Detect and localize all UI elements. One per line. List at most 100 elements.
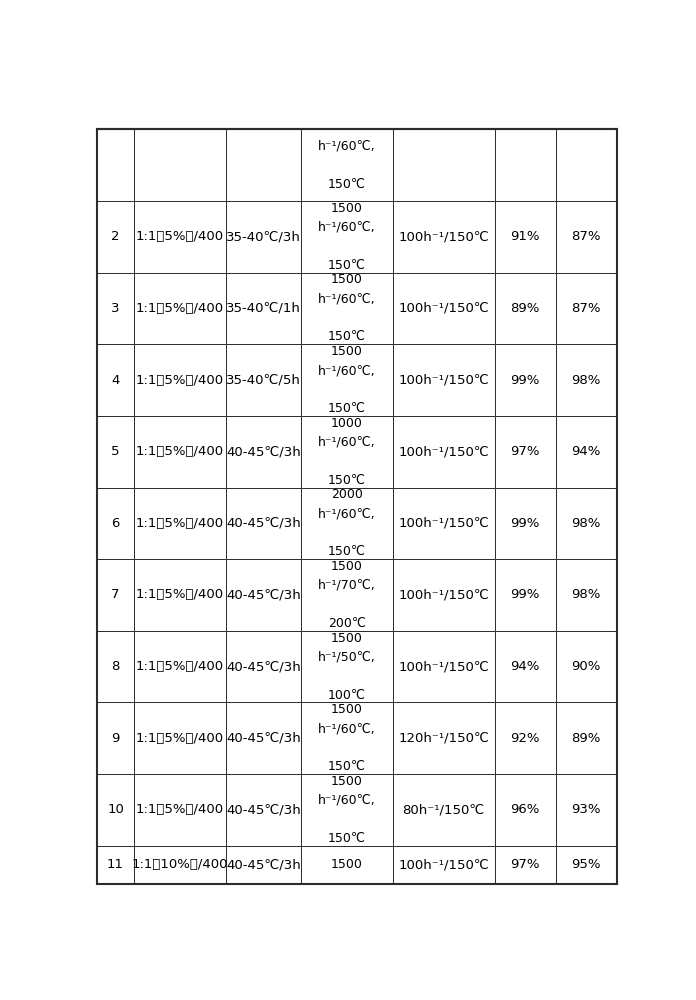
Bar (555, 273, 617, 344)
Text: 89%: 89% (571, 732, 601, 745)
Text: 100h⁻¹/150℃: 100h⁻¹/150℃ (398, 588, 489, 601)
Bar (301, 201, 393, 273)
Bar (97, 488, 134, 559)
Bar (97, 201, 134, 273)
Text: 100h⁻¹/150℃: 100h⁻¹/150℃ (398, 858, 489, 871)
Text: 2: 2 (111, 230, 120, 243)
Text: 100h⁻¹/150℃: 100h⁻¹/150℃ (398, 445, 489, 458)
Text: 1:1（5%）/400: 1:1（5%）/400 (136, 302, 224, 315)
Bar (226, 559, 301, 631)
Bar (97, 846, 134, 884)
Text: 1500
h⁻¹/60℃,

150℃: 1500 h⁻¹/60℃, 150℃ (318, 345, 376, 415)
Text: 1:1（5%）/400: 1:1（5%）/400 (136, 445, 224, 458)
Bar (555, 488, 617, 559)
Bar (226, 344, 301, 416)
Text: 1:1（5%）/400: 1:1（5%）/400 (136, 517, 224, 530)
Bar (555, 344, 617, 416)
Bar (555, 416, 617, 488)
Text: 98%: 98% (571, 374, 601, 387)
Bar (226, 201, 301, 273)
Bar (393, 273, 495, 344)
Bar (495, 846, 555, 884)
Bar (97, 129, 134, 201)
Text: 1000
h⁻¹/60℃,

150℃: 1000 h⁻¹/60℃, 150℃ (318, 417, 376, 487)
Bar (226, 702, 301, 774)
Bar (495, 344, 555, 416)
Text: 40-45℃/3h: 40-45℃/3h (226, 660, 301, 673)
Text: 98%: 98% (571, 588, 601, 601)
Bar (97, 631, 134, 702)
Text: 2000
h⁻¹/60℃,

150℃: 2000 h⁻¹/60℃, 150℃ (318, 488, 376, 558)
Bar (134, 273, 226, 344)
Text: 1500
h⁻¹/60℃,

150℃: 1500 h⁻¹/60℃, 150℃ (318, 202, 376, 272)
Text: 8: 8 (111, 660, 120, 673)
Bar (393, 129, 495, 201)
Bar (495, 559, 555, 631)
Text: 1500: 1500 (331, 858, 363, 871)
Text: 35-40℃/5h: 35-40℃/5h (226, 374, 301, 387)
Text: 1500
h⁻¹/70℃,

200℃: 1500 h⁻¹/70℃, 200℃ (318, 560, 376, 630)
Bar (301, 702, 393, 774)
Bar (134, 559, 226, 631)
Bar (555, 846, 617, 884)
Bar (97, 344, 134, 416)
Text: 97%: 97% (510, 445, 540, 458)
Text: 1:1（10%）/400: 1:1（10%）/400 (132, 858, 228, 871)
Bar (301, 129, 393, 201)
Bar (495, 488, 555, 559)
Bar (226, 416, 301, 488)
Text: 40-45℃/3h: 40-45℃/3h (226, 803, 301, 816)
Text: 40-45℃/3h: 40-45℃/3h (226, 588, 301, 601)
Text: 9: 9 (111, 732, 120, 745)
Text: 1500
h⁻¹/60℃,

150℃: 1500 h⁻¹/60℃, 150℃ (318, 703, 376, 773)
Text: 35-40℃/3h: 35-40℃/3h (226, 230, 301, 243)
Bar (226, 488, 301, 559)
Bar (495, 129, 555, 201)
Bar (301, 774, 393, 846)
Bar (393, 774, 495, 846)
Text: 87%: 87% (571, 302, 601, 315)
Bar (97, 559, 134, 631)
Bar (393, 488, 495, 559)
Bar (134, 129, 226, 201)
Text: 100h⁻¹/150℃: 100h⁻¹/150℃ (398, 517, 489, 530)
Bar (495, 774, 555, 846)
Text: 11: 11 (107, 858, 124, 871)
Text: 80h⁻¹/150℃: 80h⁻¹/150℃ (402, 803, 484, 816)
Text: 1500
h⁻¹/60℃,

150℃: 1500 h⁻¹/60℃, 150℃ (318, 273, 376, 343)
Text: 93%: 93% (571, 803, 601, 816)
Text: 4: 4 (111, 374, 120, 387)
Text: 99%: 99% (510, 588, 540, 601)
Text: 100h⁻¹/150℃: 100h⁻¹/150℃ (398, 302, 489, 315)
Bar (555, 631, 617, 702)
Text: 97%: 97% (510, 858, 540, 871)
Bar (495, 702, 555, 774)
Bar (226, 631, 301, 702)
Bar (134, 416, 226, 488)
Text: 40-45℃/3h: 40-45℃/3h (226, 517, 301, 530)
Bar (226, 273, 301, 344)
Bar (393, 559, 495, 631)
Text: 5: 5 (111, 445, 120, 458)
Bar (393, 416, 495, 488)
Bar (226, 846, 301, 884)
Text: 98%: 98% (571, 517, 601, 530)
Text: 35-40℃/1h: 35-40℃/1h (226, 302, 301, 315)
Bar (393, 201, 495, 273)
Bar (97, 774, 134, 846)
Text: 40-45℃/3h: 40-45℃/3h (226, 732, 301, 745)
Text: 40-45℃/3h: 40-45℃/3h (226, 858, 301, 871)
Bar (555, 702, 617, 774)
Text: 1500
h⁻¹/50℃,

100℃: 1500 h⁻¹/50℃, 100℃ (318, 632, 376, 702)
Bar (301, 488, 393, 559)
Text: 95%: 95% (571, 858, 601, 871)
Text: 10: 10 (107, 803, 124, 816)
Bar (393, 631, 495, 702)
Bar (555, 774, 617, 846)
Text: 100h⁻¹/150℃: 100h⁻¹/150℃ (398, 230, 489, 243)
Bar (301, 344, 393, 416)
Text: 100h⁻¹/150℃: 100h⁻¹/150℃ (398, 660, 489, 673)
Bar (555, 201, 617, 273)
Bar (301, 846, 393, 884)
Text: 87%: 87% (571, 230, 601, 243)
